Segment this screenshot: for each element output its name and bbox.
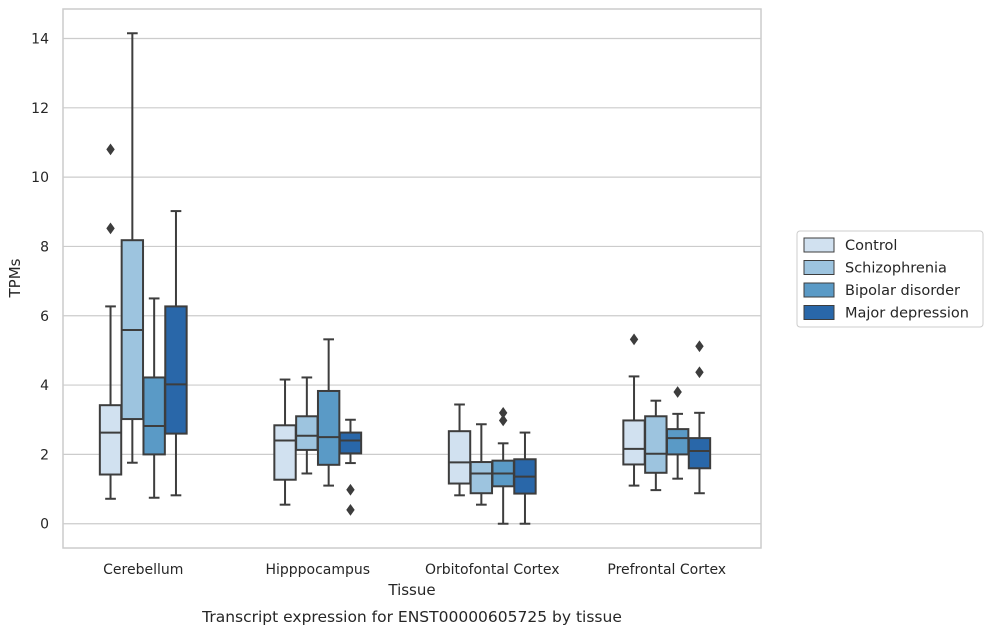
x-tick-label: Hipppocampus: [265, 562, 370, 578]
y-tick-label: 0: [40, 517, 49, 533]
legend-item: Major depression: [803, 305, 969, 322]
box-bipolar-disorder: [316, 338, 341, 487]
x-tick-label: Cerebellum: [103, 562, 183, 578]
box-major-depression: [513, 431, 537, 525]
box-iqr: [142, 376, 166, 456]
box-control: [273, 378, 297, 506]
legend-label: Bipolar disorder: [845, 283, 960, 299]
box-iqr: [164, 305, 188, 435]
y-tick-label: 2: [40, 447, 49, 463]
y-tick-label: 4: [40, 378, 49, 394]
legend: Control Schizophrenia Bipolar disorder Majo…: [796, 230, 984, 328]
box-iqr: [273, 424, 297, 481]
box-iqr: [687, 437, 712, 470]
outlier-point: [629, 333, 639, 346]
box-schizophrenia: [120, 32, 145, 464]
box-bipolar-disorder: [665, 386, 690, 480]
y-tick-label: 14: [31, 31, 49, 47]
legend-item: Schizophrenia: [803, 260, 947, 277]
box-major-depression: [164, 210, 188, 497]
x-tick-label: Prefrontal Cortex: [607, 562, 726, 578]
box-control: [447, 403, 472, 497]
outlier-point: [695, 366, 704, 379]
y-tick-labels: 0 2 4 6 8 10 12 14: [31, 31, 49, 532]
box-major-depression: [687, 340, 712, 495]
legend-label: Schizophrenia: [845, 261, 947, 277]
box-series: [98, 32, 712, 525]
outlier-point: [673, 386, 682, 398]
y-tick-label: 10: [31, 170, 49, 186]
x-axis-label: Tissue: [387, 581, 435, 599]
legend-swatch: [803, 305, 835, 320]
legend-item: Control: [803, 237, 897, 254]
chart-caption: Transcript expression for ENST0000060572…: [201, 608, 622, 626]
x-tick-labels: Cerebellum Hipppocampus Orbitofontal Corte…: [103, 562, 726, 578]
outlier-point: [346, 504, 355, 516]
box-iqr: [469, 461, 494, 495]
legend-item: Bipolar disorder: [803, 282, 960, 299]
outlier-point: [346, 483, 355, 496]
x-tick-label: Orbitofontal Cortex: [425, 562, 560, 578]
y-tick-label: 8: [40, 239, 49, 255]
box-iqr: [316, 389, 341, 466]
legend-swatch: [803, 260, 835, 275]
box-iqr: [644, 415, 668, 474]
box-iqr: [338, 431, 363, 455]
legend-swatch: [803, 237, 835, 253]
outlier-point: [695, 340, 704, 353]
box-iqr: [295, 415, 319, 451]
box-schizophrenia: [469, 423, 494, 506]
y-tick-label: 12: [31, 101, 49, 117]
box-schizophrenia: [295, 376, 319, 475]
box-control: [98, 143, 123, 500]
box-iqr: [447, 430, 472, 485]
legend-label: Major depression: [845, 306, 969, 322]
y-axis-label: TPMs: [6, 258, 24, 298]
box-bipolar-disorder: [142, 297, 166, 499]
box-iqr: [622, 419, 646, 466]
outlier-point: [106, 143, 115, 156]
legend-label: Control: [845, 238, 897, 254]
plot-area-frame: [62, 8, 762, 549]
legend-frame: [796, 230, 984, 328]
outlier-point: [106, 222, 115, 235]
box-iqr: [665, 428, 690, 456]
legend-swatch: [803, 282, 835, 298]
box-iqr: [98, 404, 123, 476]
box-major-depression: [338, 418, 363, 516]
y-tick-label: 6: [40, 309, 49, 325]
outlier-point: [498, 406, 508, 419]
box-control: [622, 333, 646, 487]
box-bipolar-disorder: [491, 406, 515, 525]
outlier-point: [498, 414, 508, 427]
box-schizophrenia: [644, 399, 668, 492]
